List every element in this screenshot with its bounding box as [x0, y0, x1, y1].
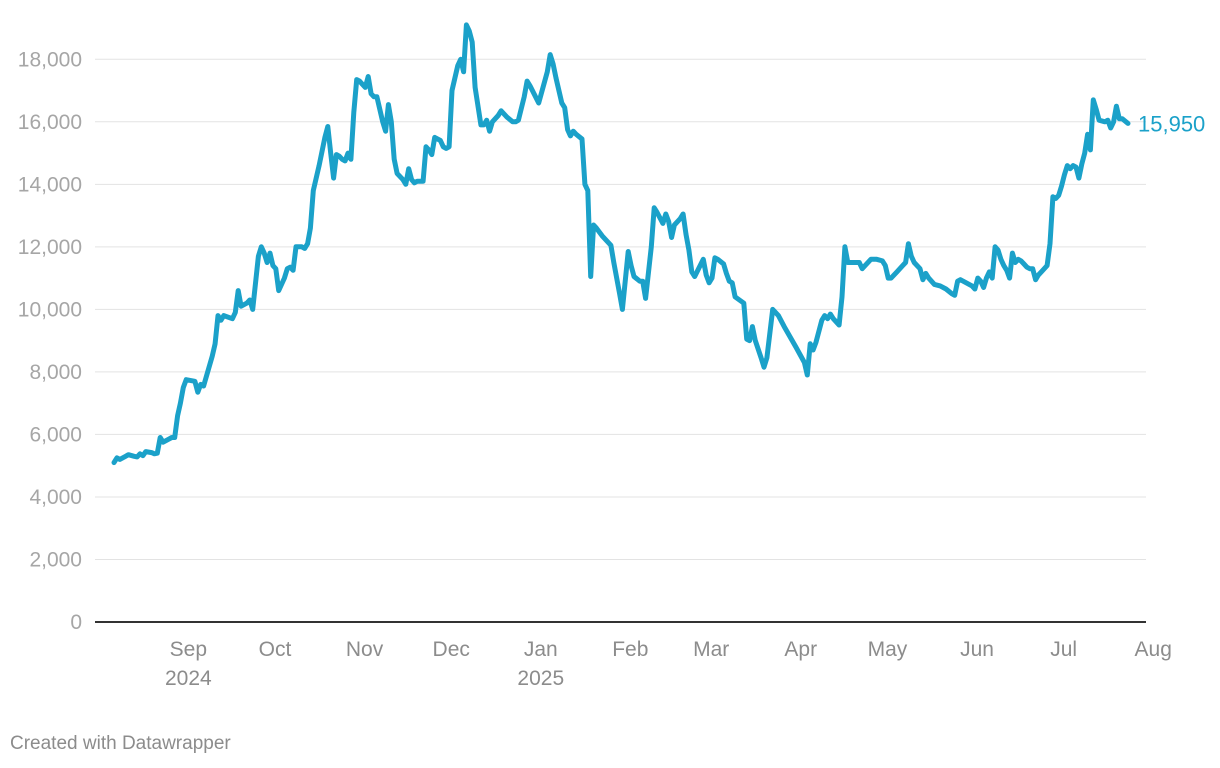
x-tick-label: Dec [433, 638, 470, 661]
x-tick-label: Nov [346, 638, 384, 661]
x-tick-label: May [868, 638, 908, 661]
y-tick-label: 0 [70, 611, 82, 634]
series-layer: 15,950 [111, 22, 1205, 466]
x-tick-label: Feb [612, 638, 648, 661]
x-tick-label: Oct [259, 638, 292, 661]
series-end-value-label: 15,950 [1138, 111, 1205, 136]
x-tick-label: Sep [170, 638, 207, 661]
y-tick-label: 18,000 [18, 48, 82, 71]
y-tick-label: 14,000 [18, 173, 82, 196]
datawrapper-credit[interactable]: Created with Datawrapper [10, 733, 231, 754]
y-tick-label: 6,000 [29, 423, 82, 446]
x-tick-year-label: 2025 [517, 667, 564, 690]
y-axis-ticks: 0 2,000 4,000 6,000 8,000 10,000 12,000 14,000 1… [18, 48, 82, 634]
y-tick-label: 16,000 [18, 111, 82, 134]
y-tick-label: 10,000 [18, 298, 82, 321]
x-axis-ticks: Sep 2024 Oct Nov Dec Jan 2025 Feb Mar Apr May Jun Ju… [165, 638, 1172, 690]
y-tick-label: 8,000 [29, 361, 82, 384]
y-tick-label: 4,000 [29, 486, 82, 509]
y-tick-label: 2,000 [29, 548, 82, 571]
x-tick-label: Jun [960, 638, 994, 661]
x-tick-label: Jan [524, 638, 558, 661]
x-tick-label: Mar [693, 638, 729, 661]
y-tick-label: 12,000 [18, 236, 82, 259]
x-tick-label: Jul [1050, 638, 1077, 661]
x-tick-label: Aug [1135, 638, 1172, 661]
x-tick-year-label: 2024 [165, 667, 212, 690]
series-line [111, 22, 1131, 466]
x-tick-label: Apr [784, 638, 817, 661]
